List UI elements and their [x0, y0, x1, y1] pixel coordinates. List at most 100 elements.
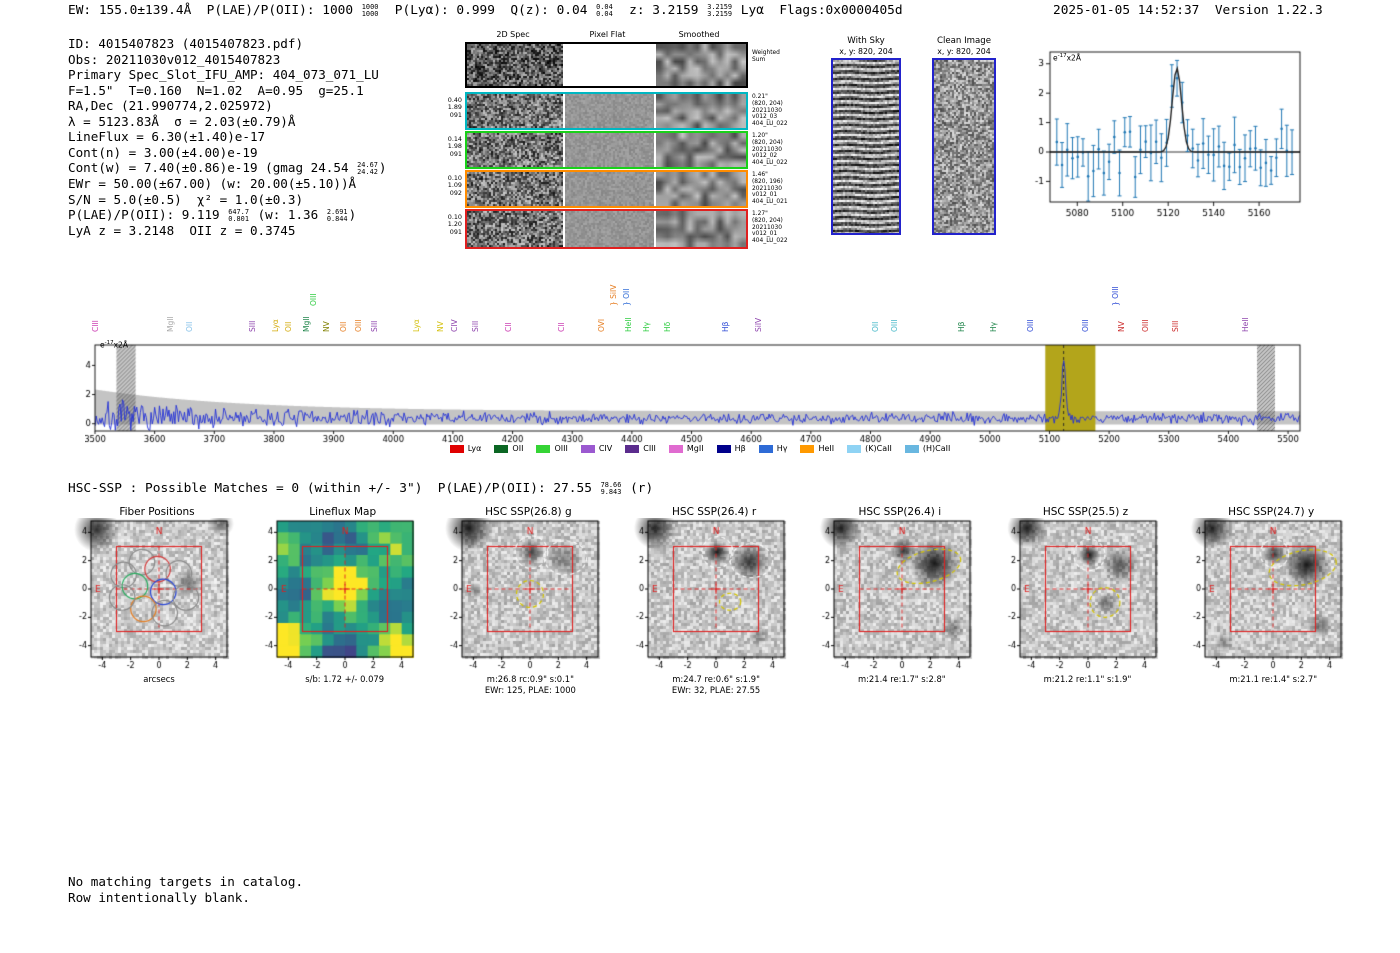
emission-line-label: OIII [354, 319, 364, 332]
info-fraction: 24.67 24.42 [357, 162, 378, 176]
line-fit-plot [1020, 42, 1305, 234]
emission-line-label: SiIV [754, 317, 764, 332]
spec2d-annotation-line: 404_LU_022 [752, 160, 788, 167]
legend-swatch [716, 444, 731, 453]
spec2d-annotation-line: 1.27" [752, 211, 768, 217]
legend-item: OII [494, 444, 523, 453]
legend-label: OII [512, 444, 524, 453]
legend-swatch [580, 444, 595, 453]
spec2d-annotation-line: 1.20" [752, 133, 768, 139]
spec2d-annotation-line: 1.46" [752, 172, 768, 178]
cutout-panel: HSC SSP(26.4) r m:24.7 re:0.6" s:1.9" EWr:… [619, 506, 795, 695]
header-frac-lo: 3.2159 [707, 10, 733, 18]
info-frac-lo: 0.844 [326, 215, 348, 223]
spec2d-row-pixelflat-image [565, 172, 654, 206]
emission-line-label: SIII [369, 320, 379, 332]
spec2d-scale-value: 1.09 [447, 181, 462, 190]
cutout-caption: m:21.2 re:1.1" s:1.9" [1043, 674, 1132, 684]
spec2d-row [465, 209, 748, 249]
cutout-panel-image [993, 518, 1164, 674]
cutout-panel-title: Lineflux Map [309, 506, 377, 518]
spec2d-row-annotation: 1.46" (820, 196) 20211030 v012_01 404_LU_021 [752, 172, 814, 206]
legend-label: Hγ [776, 444, 788, 453]
cutout-panel-image [1179, 518, 1350, 674]
info-line: RA,Dec (21.990774,2.025972) [68, 98, 386, 114]
legend-item: MgII [668, 444, 704, 453]
info-text: Obs: 20211030v012_4015407823 [68, 51, 281, 67]
info-line: Primary Spec_Slot_IFU_AMP: 404_073_071_L… [68, 67, 386, 83]
header-text: EW: 155.0±139.4Å P(LAE)/P(OII): 1000 [68, 3, 361, 18]
spectrum-line-labels: CIII MgII OII SIII Lyα OII MgII OIII NV OII OIII SI… [0, 0, 1400, 345]
info-frac-lo: 24.42 [357, 168, 378, 176]
unit-exp: -17 [104, 340, 114, 346]
cutout-panel-title: HSC SSP(26.4) i [858, 506, 942, 518]
hsc-match-summary: HSC-SSP : Possible Matches = 0 (within +… [68, 481, 653, 496]
header-fraction: 3.2159 3.2159 [707, 4, 732, 18]
legend-label: CIII [643, 444, 656, 453]
cutout-panel-image [807, 518, 978, 674]
cutout-caption: m:21.1 re:1.4" s:2.7" [1229, 674, 1318, 684]
cutout-panel: HSC SSP(25.5) z m:21.2 re:1.1" s:1.9" [991, 506, 1167, 685]
spec2d-row-scale-labels: 0.40 1.89 091 [438, 96, 462, 119]
unit-exp: -17 [1057, 53, 1067, 59]
spec2d-col-header-1: 2D Spec [496, 30, 530, 39]
header-summary: EW: 155.0±139.4Å P(LAE)/P(OII): 1000 100… [68, 3, 903, 18]
info-fraction: 2.691 0.844 [327, 209, 348, 223]
legend-swatch [668, 444, 683, 453]
cutout-caption: m:21.4 re:1.7" s:2.8" [857, 674, 946, 684]
legend-swatch [847, 444, 862, 453]
header-frac-hi: 3.2159 [707, 3, 733, 11]
cutout-panel: HSC SSP(26.4) i m:21.4 re:1.7" s:2.8" [805, 506, 981, 685]
emission-line-label: CIII [90, 320, 100, 332]
info-text: ) [378, 160, 387, 175]
emission-line-label: NV [435, 321, 445, 332]
legend-item: Lyα [449, 444, 481, 453]
emission-line-label: OIII [1026, 319, 1036, 332]
footer-line-2: Row intentionally blank. [68, 890, 250, 905]
info-line: EWr = 50.00(±67.00) (w: 20.00(±5.10))Å [68, 176, 386, 192]
emission-line-label: OII [871, 321, 881, 332]
report-version: Version 1.22.3 [1214, 3, 1323, 18]
spec2d-annotation-line: (820, 204) [752, 100, 783, 107]
header-meta: 2025-01-05 14:52:37 Version 1.22.3 [1053, 3, 1323, 18]
spec2d-scale-value: 091 [449, 149, 462, 158]
spec2d-row-annotation: 1.20" (820, 204) 20211030 v012_02 404_LU_022 [752, 133, 814, 167]
info-line: Obs: 20211030v012_4015407823 [68, 52, 386, 68]
emission-line-label: CII [557, 322, 567, 332]
legend-swatch [536, 444, 551, 453]
footer-notes: No matching targets in catalog. Row inte… [68, 874, 303, 906]
spec2d-row-2dspec-image [467, 211, 563, 247]
spec2d-row-pixelflat-image [565, 94, 654, 128]
info-line: LyA z = 3.2148 OII z = 0.3745 [68, 223, 386, 239]
cutout-panel-image [65, 518, 235, 674]
legend-label: CIV [598, 444, 613, 453]
spec2d-annotation-line: 20211030 [752, 185, 782, 192]
cutout-xlabel: arcsecs [143, 674, 175, 684]
info-line: λ = 5123.83Å σ = 2.03(±0.79)Å [68, 114, 386, 130]
emission-line-label: CIV [449, 319, 459, 332]
emission-line-label: NV [322, 321, 332, 332]
info-line: F=1.5" T=0.160 N=1.02 A=0.95 g=25.1 [68, 83, 386, 99]
spec2d-annotation-line: (820, 204) [752, 217, 783, 224]
legend-item: HeII [800, 444, 834, 453]
legend-label: MgII [686, 444, 704, 453]
emission-line-label: NV [1116, 321, 1126, 332]
spec2d-scale-value: 1.98 [447, 142, 462, 151]
cutout-caption: EWr: 32, PLAE: 27.55 [671, 684, 761, 695]
legend-item: OIII [536, 444, 568, 453]
spec2d-row-pixelflat-image [565, 44, 654, 86]
legend-label: OIII [554, 444, 568, 453]
legend-label: Hβ [734, 444, 746, 453]
info-text: RA,Dec (21.990774,2.025972) [68, 98, 273, 113]
emission-line-label: OII [185, 321, 195, 332]
cutout-panel-title: HSC SSP(26.8) g [485, 506, 572, 518]
spec2d-row [465, 42, 748, 88]
emission-line-label: Hγ [641, 321, 651, 332]
spec2d-row-smoothed-image [656, 44, 746, 86]
spec2d-scale-value: 092 [449, 188, 462, 197]
emission-line-label: Hδ [663, 321, 673, 332]
info-line: Cont(w) = 7.40(±0.86)e-19 (gmag 24.54 24… [68, 160, 386, 176]
emission-line-label: OIII [1140, 319, 1150, 332]
spec2d-row-scale-labels: 0.10 1.20 091 [438, 213, 462, 236]
header-frac-lo: 0.04 [596, 10, 613, 18]
